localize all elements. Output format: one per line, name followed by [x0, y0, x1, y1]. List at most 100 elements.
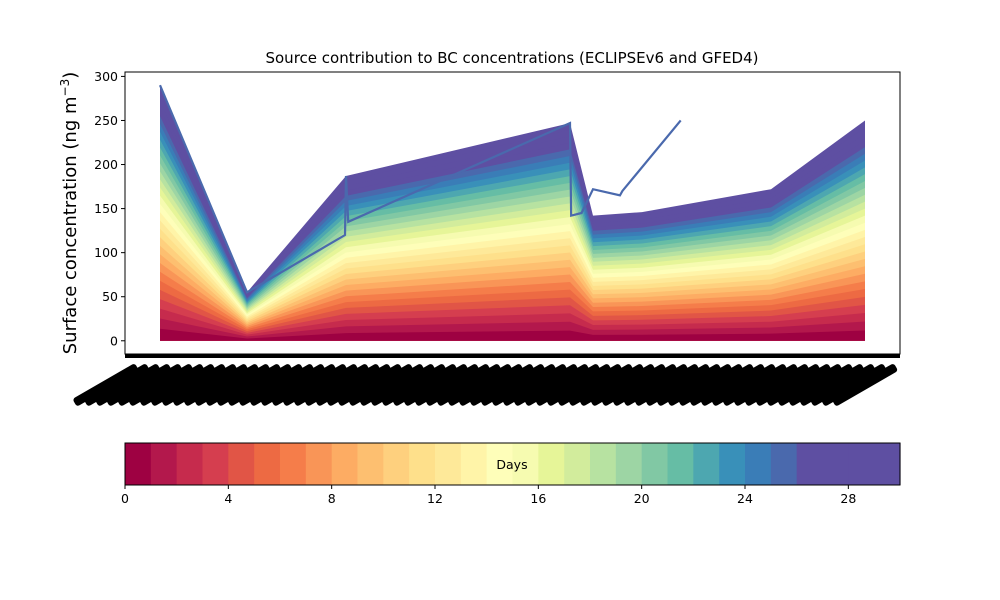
x-tick-label-glyphs — [810, 364, 876, 406]
x-tick-label — [238, 364, 304, 406]
x-tick-label-glyphs — [315, 364, 381, 406]
x-tick-label-glyphs — [436, 364, 502, 406]
x-tick-label-glyphs — [656, 364, 722, 406]
x-tick-label-glyphs — [128, 364, 194, 406]
x-tick-label — [678, 364, 744, 406]
x-tick-label-glyphs — [392, 364, 458, 406]
colorbar-swatch-15 — [512, 443, 539, 485]
x-tick-label-glyphs — [667, 364, 733, 406]
x-tick-label — [128, 364, 194, 406]
colorbar-swatch-24 — [745, 443, 772, 485]
x-tick-label — [205, 364, 271, 406]
total-line — [158, 84, 682, 294]
x-tick-label-glyphs — [337, 364, 403, 406]
x-tick-label-glyphs — [370, 364, 436, 406]
x-tick-label — [722, 364, 788, 406]
y-tick-label: 250 — [94, 113, 118, 128]
x-tick-label-glyphs — [645, 364, 711, 406]
x-tick-label-glyphs — [227, 364, 293, 406]
x-tick-label — [282, 364, 348, 406]
x-tick-label-glyphs — [766, 364, 832, 406]
colorbar-swatch-27 — [822, 443, 849, 485]
y-tick-label: 100 — [94, 245, 118, 260]
x-tick-label — [458, 364, 524, 406]
series-top-lines — [158, 84, 682, 294]
x-tick-label — [656, 364, 722, 406]
x-tick-label-glyphs — [557, 364, 623, 406]
x-tick-label-glyphs — [700, 364, 766, 406]
x-tick-label — [293, 364, 359, 406]
colorbar-tick-label: 16 — [530, 491, 546, 506]
colorbar-swatch-2 — [176, 443, 204, 485]
x-tick-label-glyphs — [634, 364, 700, 406]
x-tick-label — [348, 364, 414, 406]
x-tick-label — [711, 364, 777, 406]
y-tick-label: 50 — [102, 289, 118, 304]
x-tick-label-glyphs — [722, 364, 788, 406]
colorbar-swatch-14 — [486, 443, 514, 485]
colorbar-swatch-1 — [150, 443, 178, 485]
colorbar-swatch-4 — [228, 443, 255, 485]
x-tick-label — [106, 364, 172, 406]
x-tick-label-glyphs — [150, 364, 216, 406]
colorbar-swatch-12 — [435, 443, 462, 485]
x-tick-label — [634, 364, 700, 406]
stacked-areas — [160, 85, 865, 341]
colorbar-swatch-29 — [874, 443, 901, 485]
x-tick-label-glyphs — [216, 364, 282, 406]
x-tick-label — [546, 364, 612, 406]
colorbar-swatch-11 — [409, 443, 436, 485]
x-tick-label — [194, 364, 260, 406]
x-tick-label-glyphs — [513, 364, 579, 406]
x-tick-label — [623, 364, 689, 406]
x-tick-label — [557, 364, 623, 406]
x-tick-label — [117, 364, 183, 406]
colorbar-tick-label: 28 — [840, 491, 856, 506]
x-tick-label-glyphs — [161, 364, 227, 406]
x-tick-label-glyphs — [359, 364, 425, 406]
x-tick-label — [414, 364, 480, 406]
x-tick-label-glyphs — [447, 364, 513, 406]
x-tick-label-glyphs — [832, 364, 898, 406]
x-tick-label — [260, 364, 326, 406]
x-tick-label-glyphs — [249, 364, 315, 406]
colorbar-frame — [124, 442, 901, 486]
x-tick-label-glyphs — [458, 364, 524, 406]
x-tick-label — [436, 364, 502, 406]
x-tick-label-glyphs — [205, 364, 271, 406]
x-tick-label-glyphs — [788, 364, 854, 406]
x-tick-label-glyphs — [469, 364, 535, 406]
colorbar-swatch-17 — [564, 443, 591, 485]
x-tick-label — [359, 364, 425, 406]
x-tick-label — [315, 364, 381, 406]
colorbar-tick-label: 20 — [634, 491, 650, 506]
x-tick-band — [125, 354, 900, 358]
x-tick-label-glyphs — [799, 364, 865, 406]
y-axis-label-close: ) — [60, 72, 81, 79]
x-tick-label — [161, 364, 227, 406]
x-tick-label — [744, 364, 810, 406]
x-tick-label — [810, 364, 876, 406]
colorbar-swatch-22 — [693, 443, 720, 485]
x-tick-label — [172, 364, 238, 406]
x-tick-label-glyphs — [733, 364, 799, 406]
x-tick-label — [502, 364, 568, 406]
x-tick-label — [535, 364, 601, 406]
colorbar-swatch-8 — [331, 443, 359, 485]
x-tick-label-glyphs — [106, 364, 172, 406]
x-tick-label-glyphs — [689, 364, 755, 406]
colorbar-tick-label: 12 — [427, 491, 443, 506]
x-tick-label — [700, 364, 766, 406]
x-tick-label — [733, 364, 799, 406]
x-tick-label — [392, 364, 458, 406]
x-tick-label-glyphs — [601, 364, 667, 406]
x-tick-label-glyphs — [425, 364, 491, 406]
x-tick-label — [491, 364, 557, 406]
x-tick-label — [381, 364, 447, 406]
x-tick-label — [524, 364, 590, 406]
x-tick-label-glyphs — [821, 364, 887, 406]
x-tick-label-glyphs — [304, 364, 370, 406]
x-tick-label-glyphs — [524, 364, 590, 406]
x-tick-label-glyphs — [612, 364, 678, 406]
colorbar-swatch-20 — [641, 443, 669, 485]
